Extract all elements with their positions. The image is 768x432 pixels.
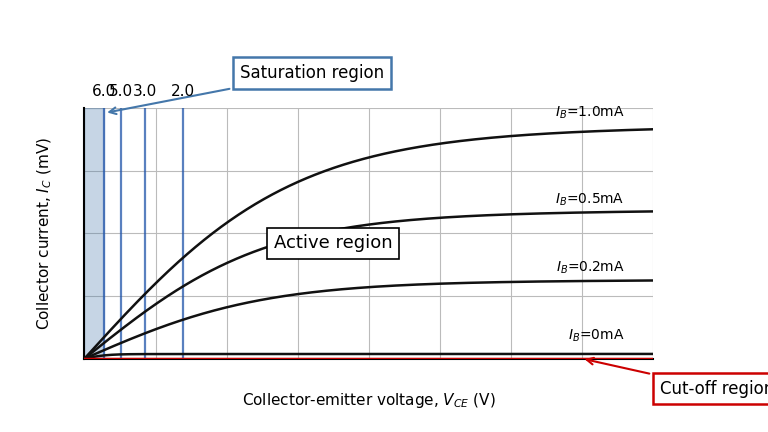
Text: 3.0: 3.0 <box>133 84 157 99</box>
Text: $I_B$=0mA: $I_B$=0mA <box>568 327 624 344</box>
Text: Active region: Active region <box>274 234 392 252</box>
Text: 6.0: 6.0 <box>92 84 117 99</box>
Text: Collector-emitter voltage, $V_{CE}$ (V): Collector-emitter voltage, $V_{CE}$ (V) <box>242 391 495 410</box>
Text: Cut-off region: Cut-off region <box>587 358 768 397</box>
Text: 2.0: 2.0 <box>170 84 194 99</box>
Text: $I_B$=0.2mA: $I_B$=0.2mA <box>555 260 624 276</box>
Text: 5.0: 5.0 <box>109 84 134 99</box>
Text: Collector current, $I_C$ (mV): Collector current, $I_C$ (mV) <box>35 137 54 330</box>
Text: $I_B$=1.0mA: $I_B$=1.0mA <box>554 104 624 121</box>
Text: $I_B$=0.5mA: $I_B$=0.5mA <box>555 192 624 208</box>
Text: Saturation region: Saturation region <box>109 64 384 114</box>
